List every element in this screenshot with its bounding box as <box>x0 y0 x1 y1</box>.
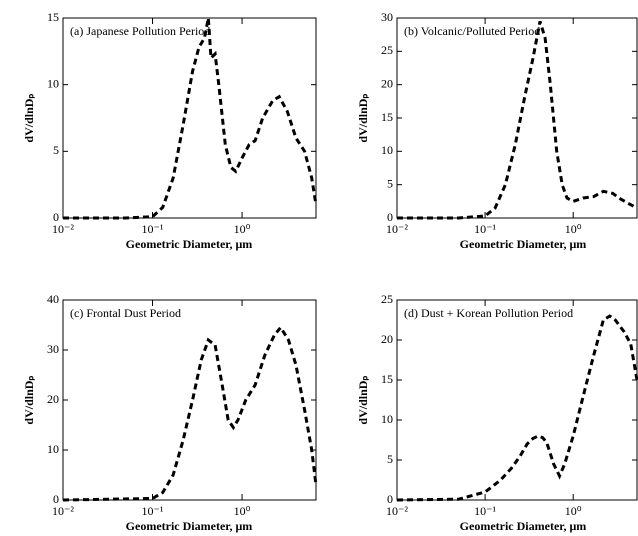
y-axis-label: dV/dlnDₚ <box>22 93 36 142</box>
x-tick-label: 10⁰ <box>234 504 251 518</box>
x-axis-label: Geometric Diameter, μm <box>460 519 587 533</box>
y-tick-label: 5 <box>387 452 393 466</box>
y-tick-label: 20 <box>381 332 393 346</box>
y-tick-label: 0 <box>387 492 393 506</box>
y-tick-label: 10 <box>47 442 59 456</box>
data-line <box>62 324 318 502</box>
x-tick-label: 10⁻¹ <box>474 504 496 518</box>
y-tick-label: 25 <box>381 292 393 306</box>
y-tick-label: 5 <box>53 143 59 157</box>
x-tick-label: 10⁻² <box>386 504 408 518</box>
y-axis-label: dV/dlnDₚ <box>356 375 370 424</box>
y-tick-label: 0 <box>53 492 59 506</box>
x-axis-label: Geometric Diameter, μm <box>126 519 253 533</box>
y-tick-label: 30 <box>381 10 393 24</box>
y-tick-label: 25 <box>381 43 393 57</box>
y-tick-label: 10 <box>381 143 393 157</box>
panel-title: (a) Japanese Pollution Period <box>70 24 210 38</box>
y-axis-label: dV/dlnDₚ <box>22 375 36 424</box>
x-tick-label: 10⁰ <box>565 504 582 518</box>
axes-frame <box>62 17 317 219</box>
panel-title: (c) Frontal Dust Period <box>70 306 181 320</box>
y-tick-label: 15 <box>47 10 59 24</box>
y-tick-label: 15 <box>381 372 393 386</box>
x-tick-label: 10⁻² <box>52 222 74 236</box>
panel-title: (d) Dust + Korean Pollution Period <box>404 306 573 320</box>
x-tick-label: 10⁻² <box>52 504 74 518</box>
y-tick-label: 15 <box>381 110 393 124</box>
y-tick-label: 10 <box>47 76 59 90</box>
x-tick-label: 10⁰ <box>565 222 582 236</box>
y-tick-label: 10 <box>381 412 393 426</box>
axes-frame <box>396 17 638 219</box>
panel-title: (b) Volcanic/Polluted Period <box>404 24 540 38</box>
x-tick-label: 10⁻¹ <box>474 222 496 236</box>
y-tick-label: 20 <box>381 76 393 90</box>
x-axis-label: Geometric Diameter, μm <box>126 237 253 251</box>
data-line <box>63 17 318 220</box>
y-tick-label: 0 <box>53 210 59 224</box>
data-line <box>397 20 638 220</box>
y-tick-label: 0 <box>387 210 393 224</box>
y-tick-label: 30 <box>47 342 59 356</box>
x-tick-label: 10⁰ <box>234 222 251 236</box>
x-tick-label: 10⁻¹ <box>142 504 164 518</box>
data-line <box>396 314 638 502</box>
axes-frame <box>396 299 638 501</box>
x-tick-label: 10⁻¹ <box>142 222 164 236</box>
x-tick-label: 10⁻² <box>386 222 408 236</box>
x-axis-label: Geometric Diameter, μm <box>460 237 587 251</box>
y-tick-label: 40 <box>47 292 59 306</box>
y-axis-label: dV/dlnDₚ <box>356 93 370 142</box>
y-tick-label: 5 <box>387 176 393 190</box>
y-tick-label: 20 <box>47 392 59 406</box>
